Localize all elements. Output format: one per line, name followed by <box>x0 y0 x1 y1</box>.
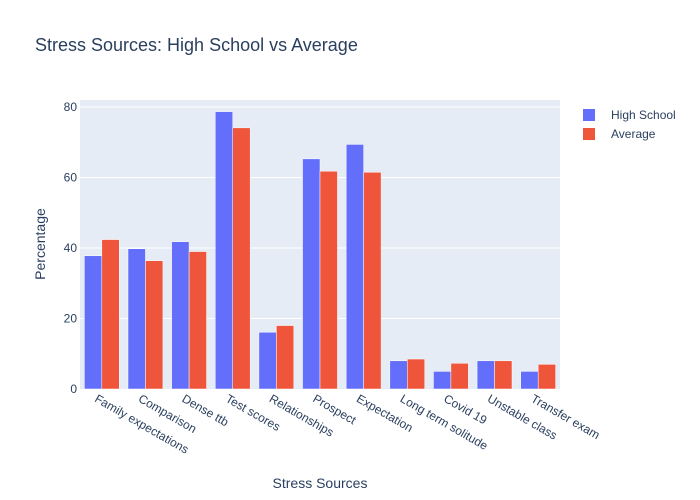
bar-high-school <box>433 371 452 390</box>
bar-average <box>101 239 120 390</box>
y-tick-label: 0 <box>70 382 77 396</box>
y-axis-ticks: 0 20 40 60 80 <box>64 100 78 396</box>
legend-swatch <box>583 109 595 121</box>
bar-average <box>363 172 382 390</box>
bar-high-school <box>345 144 364 390</box>
legend-label: Average <box>611 127 656 141</box>
bar-average <box>494 360 513 390</box>
bar-high-school <box>127 248 146 390</box>
bar-average <box>276 325 295 390</box>
legend[interactable]: High School Average <box>583 108 676 141</box>
y-tick-label: 40 <box>64 241 78 255</box>
y-tick-label: 80 <box>64 100 78 114</box>
bar-average <box>407 358 425 390</box>
y-tick-label: 20 <box>64 312 78 326</box>
bar-average <box>145 260 164 390</box>
y-tick-label: 60 <box>64 171 78 185</box>
bar-high-school <box>258 332 277 390</box>
bar-average <box>450 363 469 390</box>
bar-high-school <box>389 360 408 390</box>
bars <box>84 111 556 390</box>
x-axis-title: Stress Sources <box>273 475 368 491</box>
bar-high-school <box>302 158 321 390</box>
chart-title: Stress Sources: High School vs Average <box>35 35 358 55</box>
bar-high-school <box>520 371 539 390</box>
bar-high-school <box>84 255 103 390</box>
legend-swatch <box>583 128 595 140</box>
legend-item[interactable]: Average <box>583 127 656 141</box>
bar-average <box>232 127 251 390</box>
bar-average <box>319 170 338 390</box>
bar-high-school <box>476 360 495 390</box>
y-axis-title: Percentage <box>32 208 48 280</box>
legend-item[interactable]: High School <box>583 108 676 122</box>
bar-average <box>188 251 207 390</box>
bar-high-school <box>215 111 233 390</box>
legend-label: High School <box>611 108 676 122</box>
bar-average <box>537 364 556 390</box>
bar-high-school <box>171 241 190 390</box>
